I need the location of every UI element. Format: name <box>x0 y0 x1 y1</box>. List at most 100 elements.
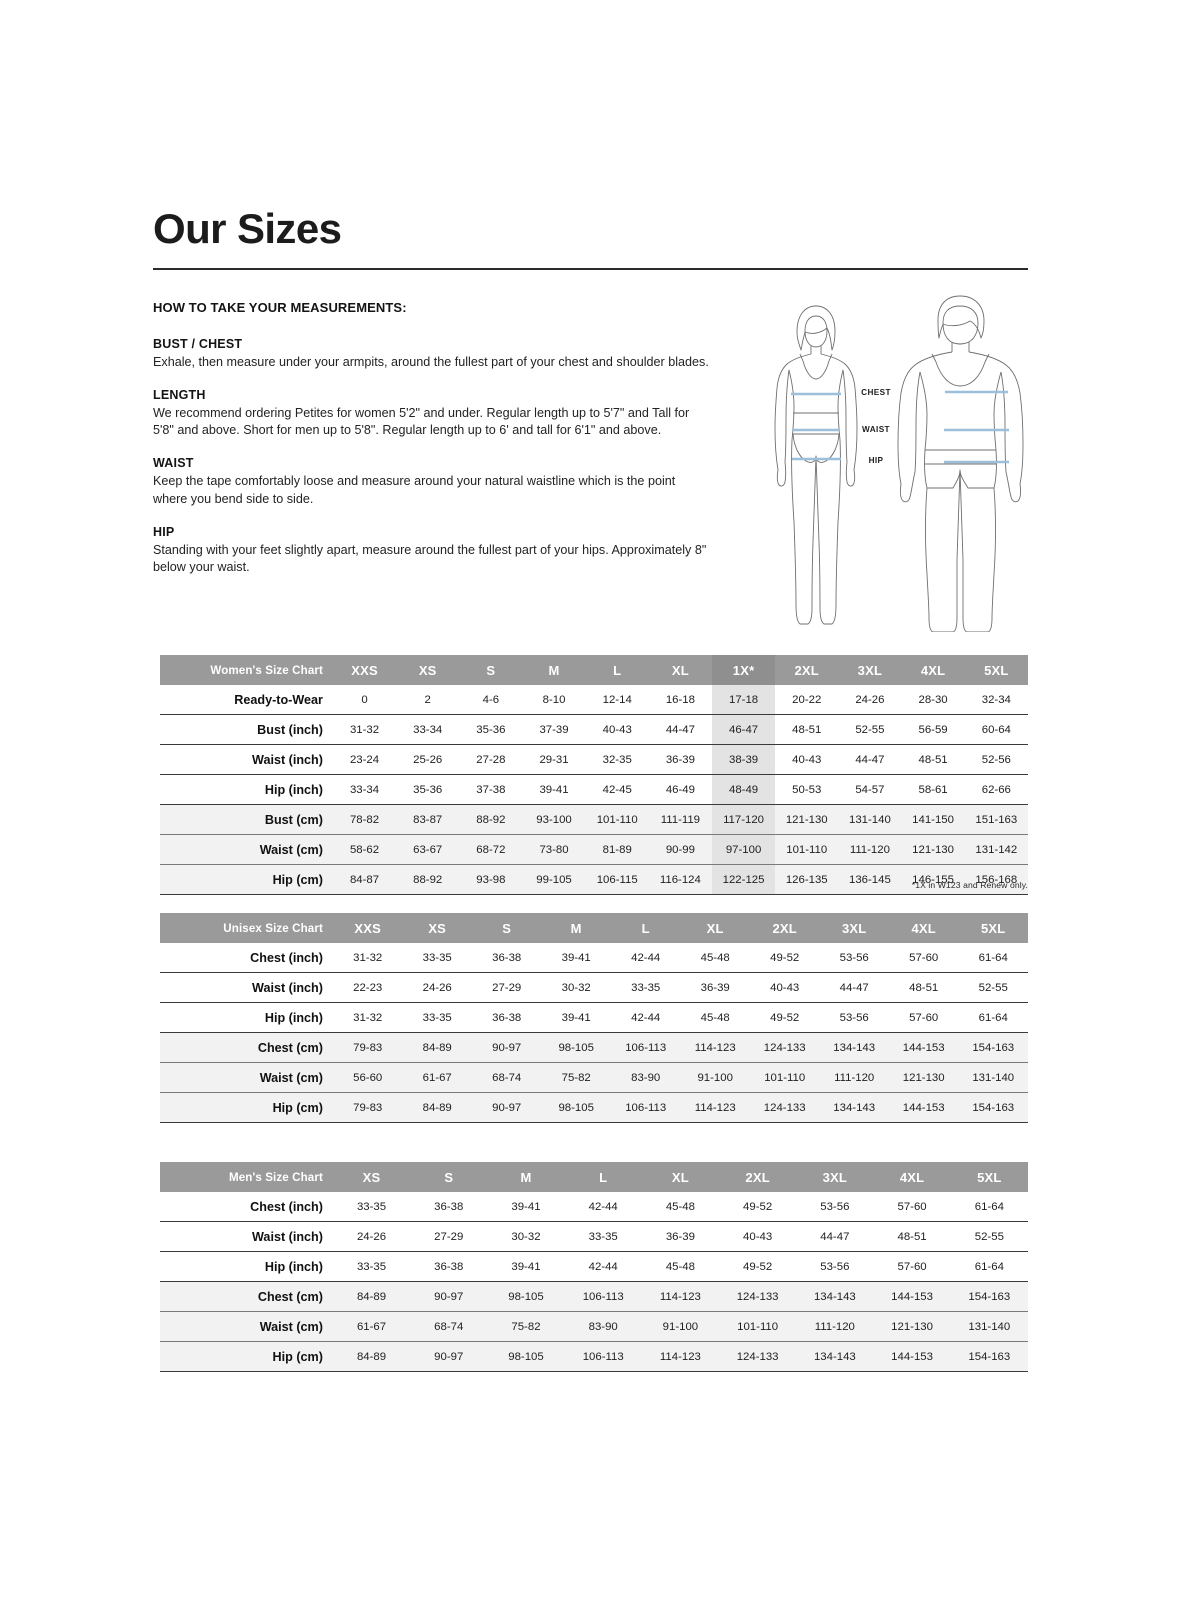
table-cell: 53-56 <box>820 1260 850 1273</box>
table-cell: 33-35 <box>631 981 661 994</box>
body-measurement-diagram: CHEST WAIST HIP <box>748 282 1038 632</box>
chart-corner-label: Unisex Size Chart <box>160 913 333 943</box>
table-cell: 33-35 <box>356 1260 387 1273</box>
table-cell: 144-153 <box>888 1032 959 1063</box>
table-row: Hip (inch) 33-35 36-38 39-41 42-44 45-48 49-52… <box>160 1252 1028 1282</box>
table-cell: 27-29 <box>492 981 522 994</box>
table-cell: 58-61 <box>918 783 948 796</box>
title-block: Our Sizes <box>153 208 1028 270</box>
table-cell: 154-163 <box>958 1092 1028 1123</box>
column-header-s: S <box>410 1162 488 1192</box>
table-cell: 0 <box>361 693 368 706</box>
column-header-xl: XL <box>648 655 712 685</box>
section-body: Standing with your feet slightly apart, … <box>153 542 707 574</box>
table-cell: 17-18 <box>711 685 776 715</box>
table-cell: 117-120 <box>711 804 776 835</box>
row-label: Waist (inch) <box>252 1229 323 1244</box>
table-cell: 28-30 <box>918 693 948 706</box>
table-cell: 52-55 <box>855 723 885 736</box>
row-label: Waist (cm) <box>160 1311 333 1342</box>
table-cell: 40-43 <box>602 723 632 736</box>
table-cell: 124-133 <box>719 1281 797 1312</box>
table-cell: 48-51 <box>909 981 939 994</box>
table-row: Hip (inch) 33-34 35-36 37-38 39-41 42-45 46-49… <box>160 774 1028 805</box>
column-header-xxs: XXS <box>332 655 397 685</box>
table-cell: 44-47 <box>839 981 869 994</box>
table-cell: 45-48 <box>665 1260 695 1273</box>
table-cell: 61-64 <box>978 951 1008 964</box>
table-cell: 36-39 <box>665 1230 695 1243</box>
table-cell: 30-32 <box>511 1230 541 1243</box>
column-header-4xl: 4XL <box>888 913 959 943</box>
table-cell: 88-92 <box>396 864 460 895</box>
table-cell: 131-140 <box>958 1062 1028 1093</box>
row-label: Chest (inch) <box>250 1199 323 1214</box>
column-header-5xl: 5XL <box>950 1162 1028 1192</box>
table-cell: 22-23 <box>353 981 383 994</box>
column-header-xl: XL <box>641 1162 720 1192</box>
table-cell: 68-72 <box>459 834 523 865</box>
table-cell: 33-34 <box>413 723 443 736</box>
table-cell: 114-123 <box>641 1341 720 1372</box>
table-cell: 83-87 <box>396 804 460 835</box>
table-cell: 39-41 <box>561 951 591 964</box>
table-cell: 136-145 <box>838 864 902 895</box>
table-cell: 90-99 <box>648 834 712 865</box>
table-cell: 33-35 <box>422 1011 452 1024</box>
table-cell: 58-62 <box>332 834 397 865</box>
header-row: Unisex Size Chart XXS XS S M L XL 2XL 3XL 4XL 5XL <box>160 913 1028 943</box>
table-cell: 131-140 <box>838 804 902 835</box>
table-cell: 90-97 <box>410 1341 488 1372</box>
table-cell: 42-44 <box>588 1200 618 1213</box>
header-row: Women's Size Chart XXS XS S M L XL 1X* 2XL 3XL 4XL… <box>160 655 1028 685</box>
table-row: Chest (inch) 33-35 36-38 39-41 42-44 45-48 49-… <box>160 1192 1028 1222</box>
table-cell: 79-83 <box>332 1092 403 1123</box>
table-cell: 46-49 <box>665 783 695 796</box>
row-label: Bust (cm) <box>160 804 333 835</box>
table-cell: 154-163 <box>950 1341 1028 1372</box>
table-cell: 114-123 <box>641 1281 720 1312</box>
table-row: Hip (cm) 84-87 88-92 93-98 99-105 106-115 116-… <box>160 864 1028 895</box>
instruction-section-waist: WAIST Keep the tape comfortably loose an… <box>153 456 713 507</box>
table-cell: 48-51 <box>897 1230 927 1243</box>
row-label: Hip (cm) <box>160 1341 333 1372</box>
table-cell: 78-82 <box>332 804 397 835</box>
table-cell: 111-120 <box>796 1311 874 1342</box>
table-cell: 98-105 <box>541 1092 611 1123</box>
table-cell: 90-97 <box>471 1032 542 1063</box>
page-title: Our Sizes <box>153 205 342 252</box>
table-cell: 4-6 <box>482 693 500 706</box>
table-cell: 20-22 <box>792 693 822 706</box>
table-cell: 144-153 <box>873 1281 951 1312</box>
instructions-heading: HOW TO TAKE YOUR MEASUREMENTS: <box>153 300 407 315</box>
table-cell: 36-38 <box>434 1260 464 1273</box>
title-divider <box>153 268 1028 270</box>
table-cell: 141-150 <box>901 804 965 835</box>
table-cell: 52-56 <box>981 753 1011 766</box>
table-cell: 54-57 <box>855 783 885 796</box>
table-row: Waist (cm) 61-67 68-74 75-82 83-90 91-100 101-… <box>160 1311 1028 1342</box>
mens-size-chart-table: Men's Size Chart XS S M L XL 2XL 3XL 4XL 5XL Ches… <box>160 1162 1028 1372</box>
table-cell: 60-64 <box>981 723 1011 736</box>
table-cell: 75-82 <box>541 1062 611 1093</box>
table-cell: 91-100 <box>680 1062 750 1093</box>
column-header-m: M <box>541 913 611 943</box>
header-row: Men's Size Chart XS S M L XL 2XL 3XL 4XL 5XL <box>160 1162 1028 1192</box>
table-cell: 42-45 <box>602 783 632 796</box>
table-cell: 42-44 <box>631 1011 661 1024</box>
table-cell: 44-47 <box>820 1230 850 1243</box>
column-header-xxs: XXS <box>332 913 403 943</box>
figure-label-hip: HIP <box>869 456 884 465</box>
section-body: Keep the tape comfortably loose and meas… <box>153 474 676 506</box>
table-cell: 56-59 <box>918 723 948 736</box>
table-cell: 131-140 <box>950 1311 1028 1342</box>
table-cell: 36-38 <box>492 951 522 964</box>
table-body: Ready-to-Wear 0 2 4-6 8-10 12-14 16-18 17-18 20-… <box>160 685 1028 895</box>
section-title: WAIST <box>153 456 194 471</box>
table-cell: 88-92 <box>459 804 523 835</box>
column-header-4xl: 4XL <box>873 1162 951 1192</box>
table-cell: 84-89 <box>402 1032 472 1063</box>
table-cell: 56-60 <box>332 1062 403 1093</box>
mens-size-chart-section: Men's Size Chart XS S M L XL 2XL 3XL 4XL 5XL Ches… <box>160 1162 1028 1372</box>
column-header-m: M <box>487 1162 565 1192</box>
